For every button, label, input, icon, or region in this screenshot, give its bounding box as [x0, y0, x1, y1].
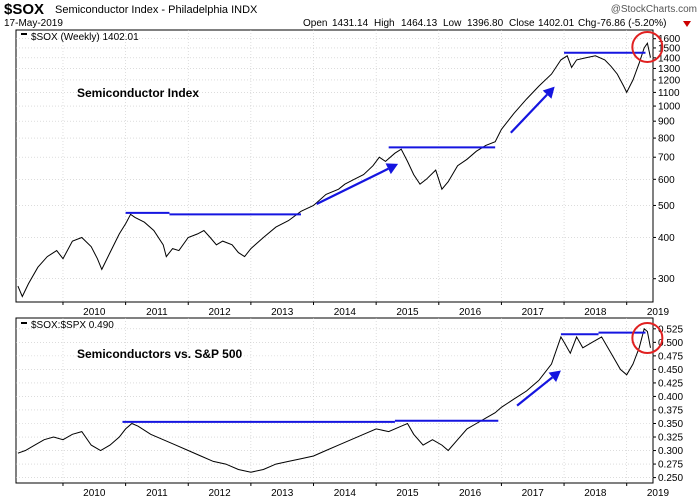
- y-tick-label: 400: [658, 233, 675, 244]
- x-tick-label: 2018: [584, 488, 607, 499]
- y-tick-label: 500: [658, 201, 675, 212]
- x-tick-label: 2010: [83, 488, 106, 499]
- price-markup: [125, 30, 664, 216]
- y-tick-label: 1500: [658, 43, 681, 54]
- quote-open-label: Open: [303, 18, 327, 29]
- quote-close-label: Close: [509, 18, 535, 29]
- x-tick-label: 2014: [334, 307, 357, 318]
- quote-chg: -76.86 (-5.20%): [597, 18, 666, 29]
- x-tick-label: 2016: [459, 307, 482, 318]
- x-tick-label: 2013: [271, 488, 294, 499]
- ratio-y-ticks: 0.250 0.275 0.300 0.325 0.350 0.375 0.400 0.425…: [653, 324, 683, 484]
- y-tick-label: 1000: [658, 102, 681, 113]
- y-tick-label: 1600: [658, 34, 681, 45]
- y-tick-label: 0.500: [658, 338, 683, 349]
- trend-arrow-head: [542, 86, 555, 99]
- price-legend: $SOX (Weekly) 1402.01: [21, 32, 139, 43]
- y-tick-label: 800: [658, 134, 675, 145]
- x-tick-label: 2017: [522, 307, 545, 318]
- x-tick-label: 2011: [146, 307, 168, 318]
- y-tick-label: 1100: [658, 88, 680, 99]
- down-arrow-icon: [683, 21, 691, 27]
- y-tick-label: 0.300: [658, 446, 683, 457]
- y-tick-label: 600: [658, 175, 675, 186]
- x-tick-label: 2011: [146, 488, 168, 499]
- ratio-markup: [122, 322, 664, 423]
- x-tick-label: 2014: [334, 488, 357, 499]
- y-tick-label: 0.375: [658, 405, 683, 416]
- y-tick-label: 0.475: [658, 351, 683, 362]
- quote-low-label: Low: [443, 18, 462, 29]
- x-tick-label: 2019: [647, 488, 670, 499]
- ratio-legend: $SOX:$SPX 0.490: [21, 320, 114, 331]
- x-tick-label: 2015: [396, 488, 419, 499]
- index-name: Semiconductor Index - Philadelphia INDX: [55, 4, 258, 16]
- price-panel: 300 400 500 600 700 800 900 1000 1100 12001300140…: [15, 29, 681, 318]
- ratio-series-line: [17, 327, 651, 473]
- y-tick-label: 0.350: [658, 419, 683, 430]
- x-tick-label: 2019: [647, 307, 670, 318]
- ratio-legend-label: $SOX:$SPX 0.490: [31, 320, 114, 331]
- y-tick-label: 900: [658, 117, 675, 128]
- ratio-panel-frame: [15, 317, 654, 484]
- x-tick-label: 2012: [208, 488, 231, 499]
- ratio-x-ticks: 2010 2011 2012 2013 2014 2015 2016 2017 2018 2019: [62, 483, 670, 499]
- trend-arrow-shaft: [516, 376, 554, 407]
- y-tick-label: 1400: [658, 53, 681, 64]
- price-panel-frame: [15, 29, 654, 303]
- quote-open: 1431.14: [332, 18, 369, 29]
- quote-high: 1464.13: [401, 18, 438, 29]
- y-tick-label: 1200: [658, 75, 681, 86]
- y-tick-label: 0.325: [658, 433, 683, 444]
- quote-chg-label: Chg: [578, 18, 596, 29]
- ratio-annotation: Semiconductors vs. S&P 500: [77, 347, 243, 361]
- trend-arrow-head: [548, 370, 561, 383]
- price-series-line: [17, 41, 651, 298]
- y-tick-label: 700: [658, 153, 675, 164]
- quote-high-label: High: [374, 18, 395, 29]
- trend-arrow-head: [385, 163, 399, 175]
- x-tick-label: 2017: [522, 488, 545, 499]
- ratio-panel: 0.250 0.275 0.300 0.325 0.350 0.375 0.400 0.425…: [15, 317, 683, 499]
- x-tick-label: 2010: [83, 307, 106, 318]
- y-tick-label: 0.425: [658, 378, 683, 389]
- y-tick-label: 0.400: [658, 392, 683, 403]
- y-tick-label: 0.450: [658, 365, 683, 376]
- legend-swatch: [21, 33, 27, 35]
- x-tick-label: 2015: [396, 307, 419, 318]
- price-legend-label: $SOX (Weekly) 1402.01: [31, 32, 139, 43]
- highlight-circle: [631, 30, 664, 63]
- x-tick-label: 2012: [208, 307, 231, 318]
- x-tick-label: 2018: [584, 307, 607, 318]
- price-gridlines: [16, 30, 653, 302]
- quote-row: Open 1431.14 High 1464.13 Low 1396.80 Cl…: [303, 18, 691, 29]
- ratio-gridlines: [16, 318, 653, 483]
- chart-date: 17-May-2019: [4, 18, 63, 29]
- price-x-ticks: 2010 2011 2012 2013 2014 2015 2016 2017 2018 2019: [62, 302, 670, 318]
- ticker-symbol: $SOX: [4, 1, 44, 18]
- trend-arrow-shaft: [316, 167, 389, 206]
- trend-arrow-shaft: [510, 93, 548, 134]
- brand-label: @StockCharts.com: [611, 4, 697, 15]
- price-y-ticks: 300 400 500 600 700 800 900 1000 1100 12001300140…: [653, 34, 681, 285]
- y-tick-label: 0.250: [658, 473, 683, 484]
- quote-close: 1402.01: [538, 18, 575, 29]
- highlight-circle: [631, 322, 664, 355]
- x-tick-label: 2013: [271, 307, 294, 318]
- y-tick-label: 300: [658, 274, 675, 285]
- y-tick-label: 0.275: [658, 460, 683, 471]
- y-tick-label: 0.525: [658, 324, 683, 335]
- x-tick-label: 2016: [459, 488, 482, 499]
- y-tick-label: 1300: [658, 64, 681, 75]
- quote-low: 1396.80: [467, 18, 504, 29]
- price-annotation: Semiconductor Index: [77, 86, 199, 100]
- legend-swatch: [21, 322, 27, 324]
